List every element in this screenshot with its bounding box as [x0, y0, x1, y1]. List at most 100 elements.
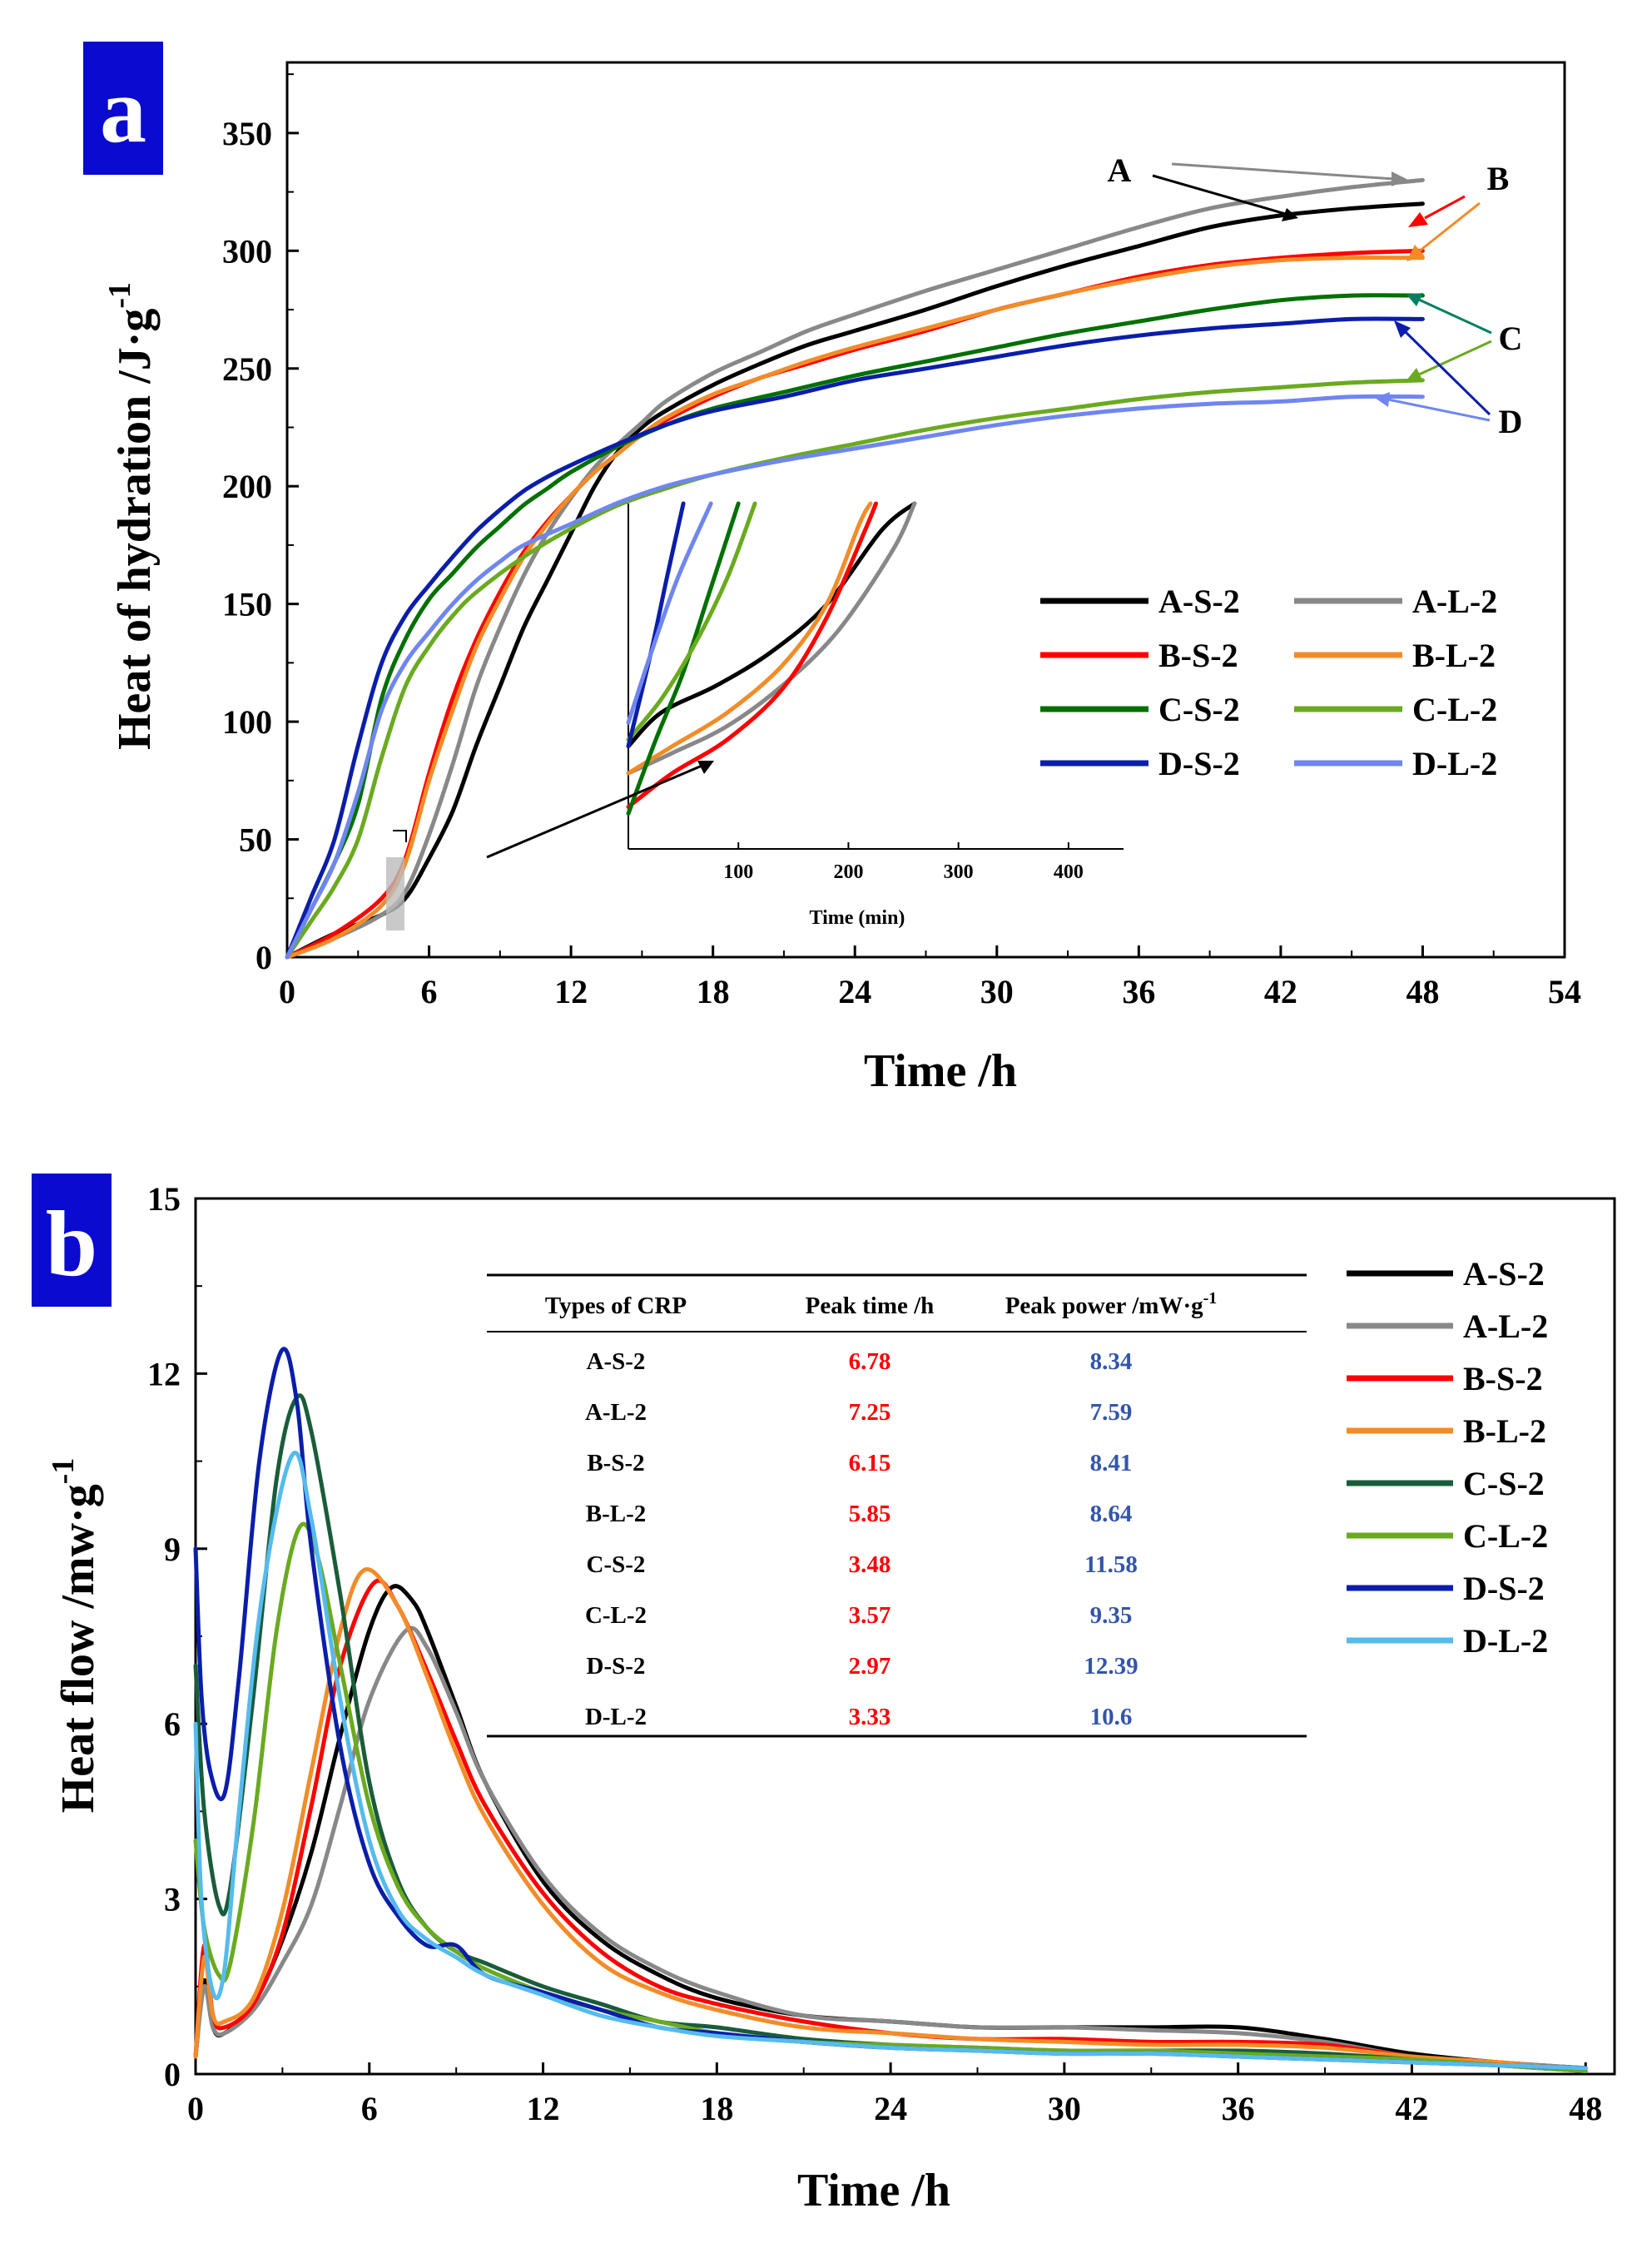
series-line-b-s-2: [193, 1578, 1588, 2073]
x-tick-label: 0: [187, 2090, 204, 2127]
inset-line-c-s-2: [626, 501, 741, 816]
x-tick-label: 48: [1406, 973, 1439, 1010]
inset-tick-label: 200: [833, 861, 863, 883]
legend-label-d-s-2: D-S-2: [1463, 1570, 1545, 1607]
inset-line-a-l-2: [626, 501, 917, 776]
y-tick-label: 9: [164, 1531, 181, 1568]
x-tick-label: 18: [697, 973, 730, 1010]
inset-line-c-l-2: [626, 501, 757, 742]
legend-label-c-l-2: C-L-2: [1463, 1517, 1548, 1555]
panel-b-y-axis-label-group: Heat flow /mw·g-1: [46, 1458, 104, 1814]
panel-a-plot-frame: [285, 61, 1566, 959]
annotation-a-arrowhead-gray: [1392, 171, 1408, 186]
inset-line-a-s-2: [626, 501, 917, 749]
annotation-d: D: [1499, 403, 1523, 440]
x-tick-label: 12: [527, 2090, 560, 2127]
table-cell-peak-power: 8.34: [1090, 1348, 1133, 1375]
legend-label-c-l-2: C-L-2: [1412, 691, 1497, 728]
x-tick-label: 18: [700, 2090, 733, 2127]
series-line-d-s-2: [285, 316, 1425, 960]
peak-table: Types of CRP Peak time /h Peak power /mW…: [487, 1273, 1307, 1738]
panel-a: a 0 6 12 18 24 30 36 42 48 54 0 50 100 150 200 250 300 3…: [83, 42, 1581, 1097]
annotation-b: B: [1487, 160, 1510, 197]
table-cell-type: D-L-2: [585, 1704, 647, 1730]
y-tick-label: 350: [222, 115, 272, 152]
table-cell-type: C-L-2: [585, 1602, 647, 1629]
x-tick-label: 48: [1569, 2090, 1602, 2127]
table-cell-peak-power: 8.41: [1090, 1450, 1133, 1476]
legend-label-b-s-2: B-S-2: [1158, 637, 1238, 674]
annotation-b-arrowhead-orange: [1406, 245, 1425, 261]
inset-line-b-s-2: [626, 501, 878, 809]
annotation-c: C: [1499, 320, 1523, 357]
y-tick-label: 100: [222, 703, 272, 741]
legend-label-a-s-2: A-S-2: [1158, 583, 1240, 620]
table-cell-peak-time: 2.97: [849, 1653, 891, 1680]
x-tick-label: 36: [1222, 2090, 1255, 2127]
panel-a-x-axis-label: Time /h: [864, 1045, 1017, 1097]
annotation-d-arrow-light: [1387, 398, 1491, 422]
x-tick-label: 30: [1048, 2090, 1081, 2127]
zoom-arrow-line: [486, 762, 707, 859]
legend-label-c-s-2: C-S-2: [1158, 691, 1240, 728]
annotation-a-arrowhead-black: [1282, 208, 1298, 221]
inset-series: [626, 501, 917, 816]
panel-b-y-ticks: 0 3 6 9 12 15: [147, 1180, 207, 2093]
annotation-d-arrowhead-dark: [1394, 320, 1411, 338]
series-line-a-l-2: [285, 177, 1425, 960]
table-header-type: Types of CRP: [545, 1293, 687, 1319]
legend-label-a-l-2: A-L-2: [1463, 1308, 1548, 1345]
annotation-b-arrow-orange: [1418, 201, 1481, 253]
x-tick-label: 24: [838, 973, 871, 1010]
zoom-arrow-head: [697, 761, 714, 774]
annotation-c-arrowhead-light: [1406, 368, 1423, 381]
panel-a-letter: a: [100, 59, 146, 162]
panel-a-series: [285, 177, 1425, 960]
inset-line-d-s-2: [626, 501, 686, 749]
annotation-c-arrow-light: [1418, 340, 1492, 376]
panel-b-plot-frame: [194, 1197, 1616, 2076]
x-tick-label: 6: [421, 973, 438, 1010]
panel-a-legend: A-S-2 A-L-2 B-S-2 B-L-2 C-S-2 C-L-2 D-S-2 D-L-2: [1040, 583, 1497, 782]
inset-tick-label: 100: [723, 861, 753, 883]
table-cell-type: B-L-2: [586, 1501, 647, 1527]
x-tick-label: 54: [1548, 973, 1581, 1010]
panel-b-series: [193, 1347, 1588, 2073]
table-cell-peak-time: 5.85: [849, 1501, 891, 1527]
series-line-c-l-2: [285, 378, 1425, 960]
table-cell-peak-power: 12.39: [1084, 1653, 1138, 1680]
x-tick-label: 6: [361, 2090, 378, 2127]
y-tick-label: 50: [239, 821, 272, 859]
table-cell-peak-time: 3.33: [849, 1704, 891, 1730]
annotation-a: A: [1108, 151, 1132, 189]
panel-a-y-ticks: 0 50 100 150 200 250 300 350: [222, 73, 299, 976]
table-cell-type: B-S-2: [587, 1450, 644, 1476]
series-line-b-l-2: [285, 256, 1425, 960]
inset-x-axis-label: Time (min): [810, 907, 905, 929]
legend-label-b-l-2: B-L-2: [1412, 637, 1496, 674]
annotation-c-arrow-dark: [1418, 298, 1492, 335]
legend-label-a-s-2: A-S-2: [1463, 1255, 1545, 1293]
table-rows: A-S-2 6.78 8.34 A-L-2 7.25 7.59 B-S-2 6.15 8.41 B…: [585, 1348, 1139, 1730]
table-cell-peak-power: 10.6: [1090, 1704, 1133, 1730]
inset-tick-label: 400: [1054, 861, 1084, 883]
panel-b-letter: b: [46, 1193, 97, 1296]
table-cell-peak-power: 11.58: [1084, 1551, 1138, 1578]
y-tick-label: 0: [255, 939, 272, 976]
panel-b-x-ticks: 0 6 12 18 24 30 36 42 48: [187, 2062, 1602, 2127]
panel-a-x-ticks: 0 6 12 18 24 30 36 42 48 54: [279, 945, 1581, 1010]
y-tick-label: 12: [147, 1355, 181, 1392]
inset-x-ticks: 100 200 300 400: [723, 842, 1084, 883]
panel-b-x-axis-label: Time /h: [797, 2165, 950, 2216]
table-header-peak-power: Peak power /mW·g-1: [1005, 1289, 1218, 1319]
inset-tick-label: 300: [944, 861, 974, 883]
x-tick-label: 30: [980, 973, 1014, 1010]
series-line-c-s-2: [193, 1393, 1588, 2073]
legend-label-a-l-2: A-L-2: [1412, 583, 1497, 620]
series-line-b-s-2: [285, 248, 1425, 960]
legend-label-d-l-2: D-L-2: [1463, 1622, 1548, 1660]
annotation-d-arrowhead-light: [1375, 392, 1390, 407]
legend-label-d-l-2: D-L-2: [1412, 745, 1497, 782]
